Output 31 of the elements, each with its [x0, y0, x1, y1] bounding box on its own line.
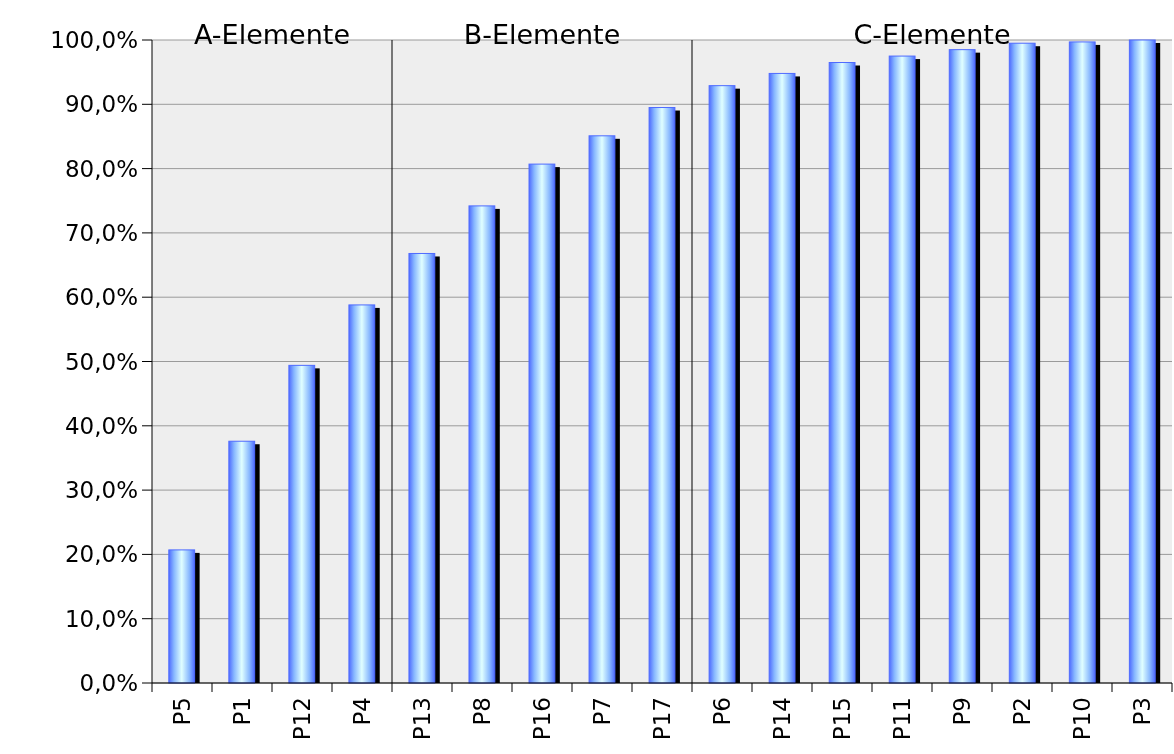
y-tick-label: 80,0% — [64, 155, 138, 182]
y-tick-label: 50,0% — [64, 348, 138, 375]
y-tick-label: 100,0% — [50, 27, 138, 54]
x-tick-label: P14 — [769, 697, 796, 741]
y-tick-label: 20,0% — [64, 541, 138, 568]
annotation: A-Elemente — [193, 19, 351, 50]
x-tick-label: P13 — [409, 697, 436, 741]
x-tick-label: P12 — [289, 697, 316, 741]
y-tick-label: 10,0% — [64, 605, 138, 632]
x-tick-label: P5 — [169, 697, 196, 726]
x-tick-label: P10 — [1069, 697, 1096, 741]
x-tick-label: P11 — [889, 697, 916, 741]
x-tick-label: P3 — [1129, 697, 1156, 726]
y-tick-label: 60,0% — [64, 284, 138, 311]
x-tick-label: P2 — [1009, 697, 1036, 726]
x-tick-label: P4 — [349, 697, 376, 726]
y-tick-label: 40,0% — [64, 412, 138, 439]
y-tick-label: 90,0% — [64, 91, 138, 118]
y-tick-label: 70,0% — [64, 219, 138, 246]
x-tick-label: P15 — [829, 697, 856, 741]
x-tick-label: P9 — [949, 697, 976, 726]
x-tick-label: P7 — [589, 697, 616, 726]
y-tick-label: 0,0% — [79, 670, 138, 697]
x-tick-label: P1 — [229, 697, 256, 726]
y-tick-label: 30,0% — [64, 477, 138, 504]
annotation: B-Elemente — [463, 19, 621, 50]
x-tick-label: P16 — [529, 697, 556, 741]
annotation: C-Elemente — [853, 19, 1011, 50]
x-tick-label: P17 — [649, 697, 676, 741]
x-tick-label: P8 — [469, 697, 496, 726]
x-tick-label: P6 — [709, 697, 736, 726]
